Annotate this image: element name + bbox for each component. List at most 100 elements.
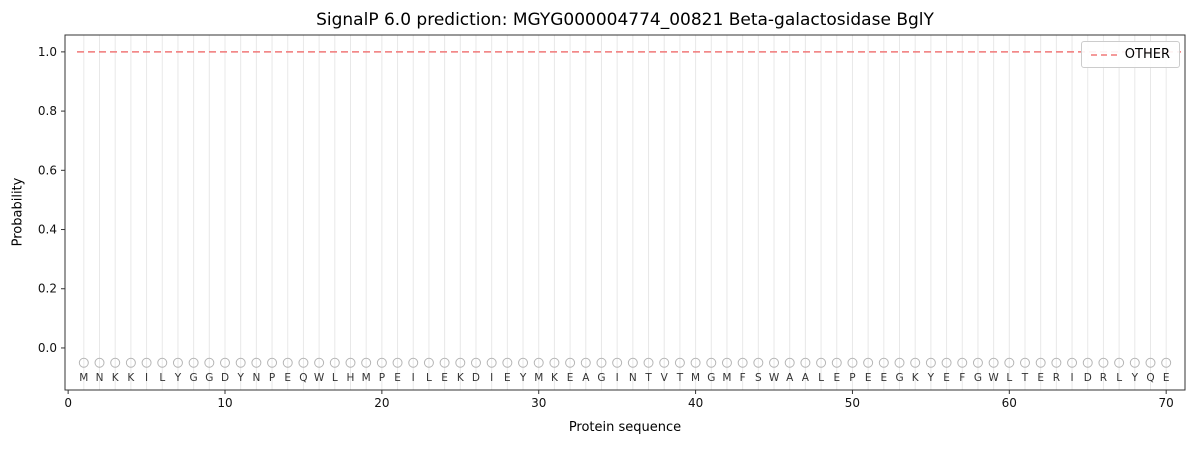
residue-letter: K — [457, 372, 465, 384]
residue-letter: M — [79, 372, 88, 384]
residue-letter: M — [722, 372, 731, 384]
residue-letter: K — [912, 372, 920, 384]
residue-marker — [392, 357, 403, 368]
x-axis-label: Protein sequence — [568, 420, 682, 435]
x-tick-label: 70 — [1159, 396, 1174, 410]
residue-marker — [533, 357, 544, 368]
residue-marker — [972, 357, 983, 368]
residue-letter: E — [394, 372, 401, 384]
residue-letter: G — [190, 372, 198, 384]
residue-marker — [910, 357, 921, 368]
residue-letter: D — [221, 372, 229, 384]
residue-marker — [988, 357, 999, 368]
residue-letter: L — [159, 372, 165, 384]
residue-marker — [1020, 357, 1030, 368]
legend: OTHER — [1080, 41, 1180, 68]
residue-marker — [674, 357, 685, 368]
residue-marker — [220, 357, 230, 368]
chart-title: SignalP 6.0 prediction: MGYG000004774_00… — [316, 10, 934, 30]
residue-marker — [1004, 357, 1015, 368]
residue-letter: L — [1116, 372, 1122, 384]
residue-letter: L — [332, 372, 338, 384]
residue-letter: V — [661, 372, 669, 384]
residue-letter: G — [707, 372, 715, 384]
residue-letter: L — [1006, 372, 1012, 384]
residue-marker — [235, 357, 246, 368]
residue-letter: N — [96, 372, 104, 384]
residue-marker — [1067, 357, 1078, 368]
x-tick-label: 30 — [531, 396, 546, 410]
legend-line-sample — [1090, 53, 1117, 56]
residue-marker — [596, 357, 607, 368]
residue-marker — [1114, 357, 1125, 368]
residue-letter: W — [988, 372, 999, 384]
x-tick-label: 40 — [688, 396, 703, 410]
residue-letter: G — [597, 372, 605, 384]
residue-letter: K — [551, 372, 559, 384]
residue-marker — [1082, 357, 1093, 368]
y-axis-label: Probability — [10, 177, 26, 247]
residue-letter: Y — [174, 372, 182, 384]
residue-marker — [925, 357, 936, 368]
residue-letter: E — [567, 372, 574, 384]
residue-marker — [721, 357, 732, 368]
residue-letter: K — [127, 372, 135, 384]
residue-letter: E — [865, 372, 872, 384]
residue-letter: W — [769, 372, 780, 384]
residue-letter: N — [252, 372, 260, 384]
residue-letter: I — [616, 372, 619, 384]
residue-letter: Q — [1146, 372, 1154, 384]
residue-letter: A — [786, 372, 794, 384]
residue-marker — [314, 357, 325, 368]
plot-border — [64, 34, 1186, 391]
residue-letter: S — [755, 372, 762, 384]
residue-letter: E — [1163, 372, 1170, 384]
residue-letter: D — [472, 372, 480, 384]
residue-marker — [894, 357, 905, 368]
residue-marker — [78, 357, 89, 368]
residue-marker — [470, 357, 481, 368]
residue-letter: T — [644, 372, 652, 384]
legend-label: OTHER — [1124, 47, 1170, 62]
residue-marker — [1129, 357, 1140, 368]
residue-letter: G — [895, 372, 903, 384]
residue-marker — [188, 357, 199, 368]
residue-letter: E — [284, 372, 291, 384]
residue-marker — [282, 357, 293, 368]
residue-letter: H — [347, 372, 355, 384]
residue-marker — [1035, 357, 1046, 368]
residue-marker — [659, 357, 670, 368]
residue-marker — [376, 357, 387, 368]
residue-letter: R — [1100, 372, 1107, 384]
residue-marker — [878, 357, 889, 368]
residue-letter: M — [691, 372, 700, 384]
residue-letter: I — [412, 372, 415, 384]
residue-letter: M — [534, 372, 543, 384]
residue-marker — [361, 357, 372, 368]
residue-marker — [737, 357, 748, 368]
y-tick-label: 0.8 — [38, 104, 57, 118]
residue-marker — [172, 357, 183, 368]
residue-letter: G — [974, 372, 982, 384]
residue-marker — [957, 357, 968, 368]
y-tick-label: 0.6 — [38, 163, 57, 177]
residue-letter: A — [582, 372, 590, 384]
residue-marker — [1098, 357, 1109, 368]
residue-marker — [612, 357, 623, 368]
x-tick-label: 20 — [374, 396, 389, 410]
residue-marker — [831, 357, 842, 368]
residue-letter: I — [1071, 372, 1074, 384]
residue-marker — [1145, 357, 1156, 368]
residue-marker — [518, 357, 529, 368]
y-tick-label: 1.0 — [38, 45, 57, 59]
residue-marker — [455, 357, 466, 368]
residue-marker — [1161, 357, 1172, 368]
residue-marker — [565, 357, 576, 368]
residue-letter: L — [426, 372, 432, 384]
residue-marker — [423, 357, 434, 368]
residue-letter: Q — [299, 372, 307, 384]
residue-marker — [110, 357, 121, 368]
x-tick-label: 60 — [1002, 396, 1017, 410]
residue-marker — [157, 357, 168, 368]
